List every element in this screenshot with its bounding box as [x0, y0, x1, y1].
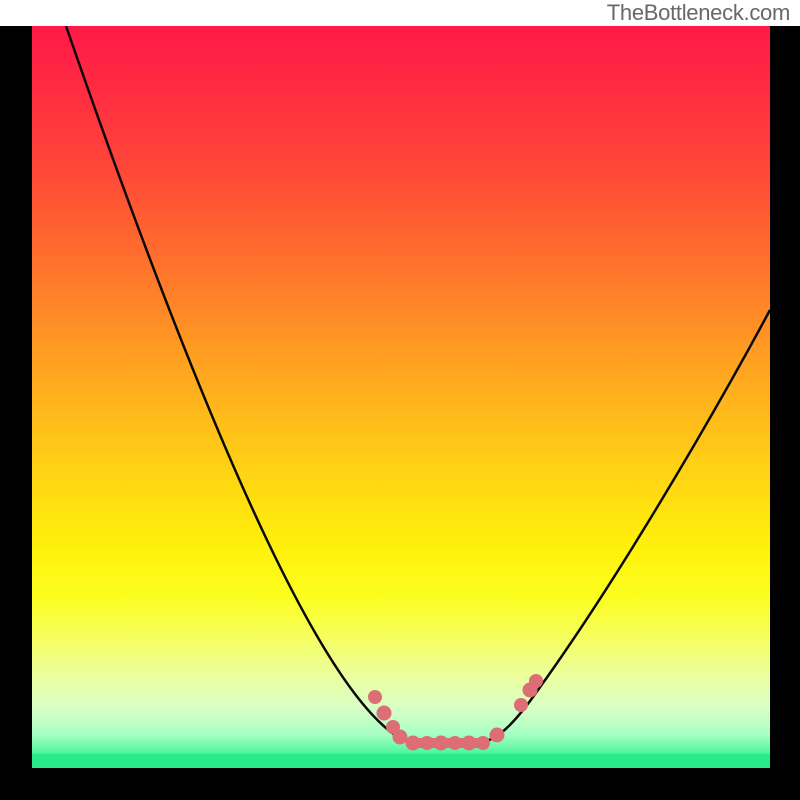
marker-dot [406, 736, 421, 751]
plot-area [32, 26, 770, 768]
marker-dot [420, 736, 434, 750]
marker-dot [368, 690, 382, 704]
marker-dot [377, 706, 392, 721]
marker-dot [393, 730, 408, 745]
watermark-text: TheBottleneck.com [607, 2, 790, 24]
bottom-green-band [32, 754, 770, 768]
marker-dot [448, 736, 462, 750]
marker-dot [462, 736, 477, 751]
marker-dot [434, 736, 449, 751]
marker-dot [529, 674, 543, 688]
marker-dot [490, 728, 505, 743]
stage: TheBottleneck.com [0, 0, 800, 800]
marker-dot [514, 698, 528, 712]
background-svg [0, 0, 800, 800]
marker-dot [476, 736, 490, 750]
